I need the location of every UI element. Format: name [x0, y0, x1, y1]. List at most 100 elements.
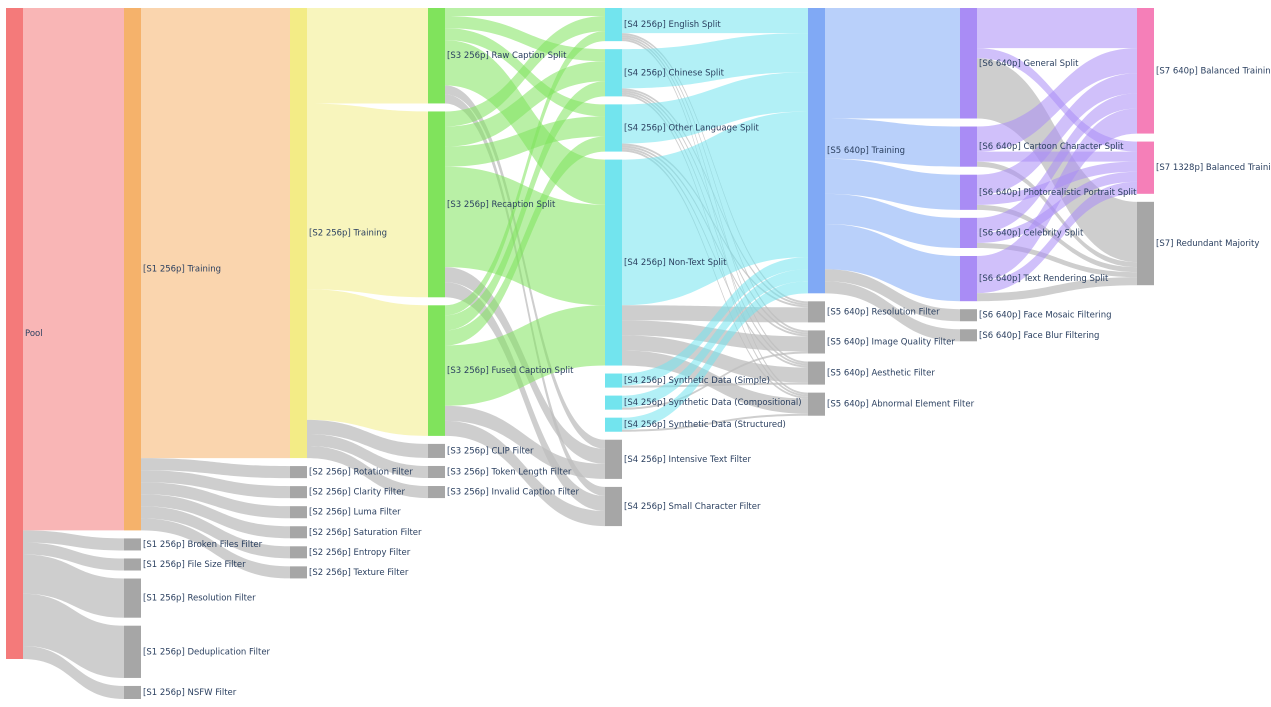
- link: [977, 93, 1137, 233]
- link: [977, 8, 1137, 49]
- node-label: [S4 256p] English Split: [624, 20, 721, 30]
- node-label: [S6 640p] Cartoon Character Split: [979, 142, 1124, 152]
- link: [977, 181, 1137, 294]
- node-label: [S7] Redundant Majority: [1156, 239, 1259, 249]
- node-label: [S6 640p] Face Mosaic Filtering: [979, 311, 1112, 321]
- node: [124, 685, 141, 699]
- node-label: [S6 640p] Text Rendering Split: [979, 274, 1109, 284]
- link: [825, 158, 960, 210]
- node: [1137, 141, 1154, 194]
- link: [307, 433, 428, 479]
- node: [1137, 8, 1154, 134]
- node: [290, 546, 307, 559]
- node-label: [S1 256p] Training: [143, 265, 221, 275]
- node-label: [S2 256p] Texture Filter: [309, 568, 409, 578]
- node-label: [S1 256p] Resolution Filter: [143, 594, 256, 604]
- link: [307, 103, 428, 298]
- link: [445, 81, 605, 331]
- link: [622, 281, 808, 430]
- node-label: Pool: [25, 329, 43, 339]
- node-label: [S6 640p] General Split: [979, 59, 1079, 69]
- node: [960, 8, 977, 119]
- link: [141, 458, 290, 479]
- node: [808, 392, 825, 416]
- link: [622, 413, 808, 432]
- node-label: [S2 256p] Training: [309, 229, 387, 239]
- node: [960, 217, 977, 248]
- node-label: [S5 640p] Aesthetic Filter: [827, 369, 935, 379]
- node: [428, 465, 445, 479]
- link: [825, 269, 960, 322]
- link: [141, 8, 290, 459]
- link: [977, 161, 1137, 268]
- link: [23, 645, 124, 699]
- link: [977, 48, 1137, 152]
- node-label: [S7 640p] Balanced Training: [1156, 66, 1271, 76]
- node-label: [S2 256p] Luma Filter: [309, 508, 401, 518]
- node: [808, 301, 825, 323]
- node: [605, 395, 622, 410]
- node: [428, 305, 445, 436]
- node: [605, 104, 622, 152]
- node: [1137, 201, 1154, 286]
- node-label: [S1 256p] Deduplication Filter: [143, 647, 271, 657]
- node-label: [S1 256p] NSFW Filter: [143, 688, 237, 698]
- link: [825, 281, 960, 342]
- node-label: [S1 256p] Broken Files Filter: [143, 540, 263, 550]
- node-label: [S4 256p] Other Language Split: [624, 123, 759, 133]
- node-label: [S1 256p] File Size Filter: [143, 560, 246, 570]
- link: [445, 8, 605, 17]
- node-label: [S5 640p] Image Quality Filter: [827, 337, 955, 347]
- node: [124, 538, 141, 551]
- node: [124, 8, 141, 531]
- node: [605, 373, 622, 388]
- link: [23, 593, 124, 678]
- node-label: [S4 256p] Intensive Text Filter: [624, 455, 752, 465]
- node-label: [S5 640p] Resolution Filter: [827, 307, 940, 317]
- node-label: [S4 256p] Synthetic Data (Structured): [624, 420, 786, 430]
- node: [605, 417, 622, 432]
- node-label: [S3 256p] Invalid Caption Filter: [447, 488, 579, 498]
- node-label: [S3 256p] Token Length Filter: [447, 467, 572, 477]
- link: [445, 16, 605, 127]
- node-label: [S5 640p] Abnormal Element Filter: [827, 400, 975, 410]
- link: [445, 116, 605, 167]
- node-label: [S3 256p] Recaption Split: [447, 200, 556, 210]
- link: [825, 8, 960, 119]
- node: [6, 8, 23, 659]
- link: [622, 351, 808, 410]
- node: [605, 486, 622, 527]
- node-label: [S4 256p] Small Character Filter: [624, 502, 761, 512]
- node-label: [S3 256p] CLIP Filter: [447, 446, 534, 456]
- node-label: [S3 256p] Raw Caption Split: [447, 51, 567, 61]
- link: [307, 419, 428, 458]
- node: [960, 174, 977, 210]
- node: [428, 443, 445, 458]
- link: [977, 73, 1137, 195]
- link: [141, 482, 290, 519]
- link: [977, 108, 1137, 282]
- link: [825, 193, 960, 248]
- node: [290, 466, 307, 479]
- node: [124, 625, 141, 678]
- link: [977, 277, 1137, 302]
- node: [808, 8, 825, 294]
- node: [124, 558, 141, 571]
- node: [960, 309, 977, 322]
- link: [622, 257, 808, 386]
- link: [622, 269, 808, 408]
- link: [825, 118, 960, 167]
- link: [445, 282, 605, 512]
- link: [445, 31, 605, 316]
- node: [605, 439, 622, 479]
- link: [622, 72, 808, 144]
- node-label: [S2 256p] Entropy Filter: [309, 548, 411, 558]
- node: [124, 578, 141, 618]
- link: [445, 61, 605, 147]
- node: [960, 126, 977, 167]
- link: [445, 420, 605, 527]
- node: [428, 486, 445, 499]
- link: [141, 518, 290, 579]
